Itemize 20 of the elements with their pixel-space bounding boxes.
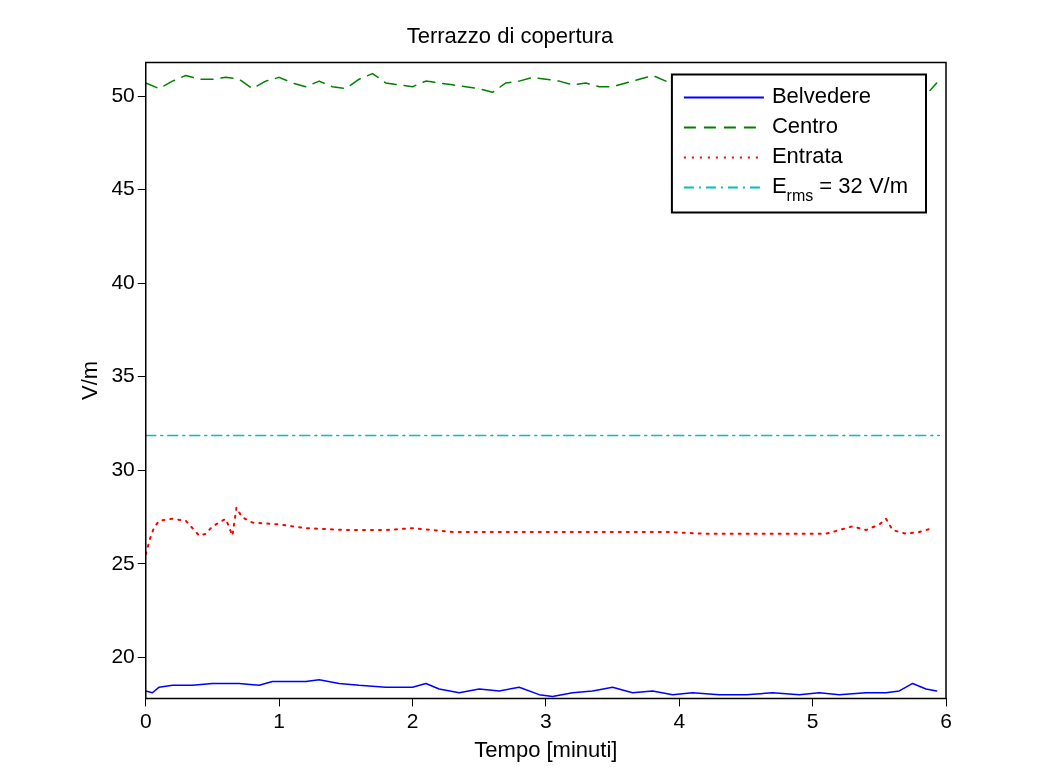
legend-label: Belvedere	[771, 83, 871, 109]
chart-title: Terrazzo di copertura	[406, 23, 615, 49]
y-tick-label: 30	[111, 456, 135, 480]
x-axis-title: Tempo [minuti]	[474, 736, 618, 762]
x-tick-label: 5	[806, 708, 819, 732]
x-tick-label: 1	[273, 708, 285, 732]
y-tick-label: 50	[111, 82, 135, 106]
y-axis-title: V/m	[77, 360, 103, 400]
x-tick-label: 2	[406, 708, 419, 732]
y-tick-label: 35	[111, 363, 135, 387]
y-tick-label: 45	[111, 176, 135, 200]
x-tick-label: 6	[940, 708, 952, 732]
y-tick-label: 25	[111, 550, 135, 574]
y-tick-label: 20	[111, 644, 135, 668]
y-tick-label: 40	[111, 269, 135, 293]
x-tick-label: 0	[139, 708, 152, 732]
x-tick-label: 4	[673, 708, 686, 732]
x-tick-label: 3	[540, 708, 552, 732]
legend-label: Centro	[771, 113, 838, 139]
legend-label: Entrata	[771, 143, 844, 169]
